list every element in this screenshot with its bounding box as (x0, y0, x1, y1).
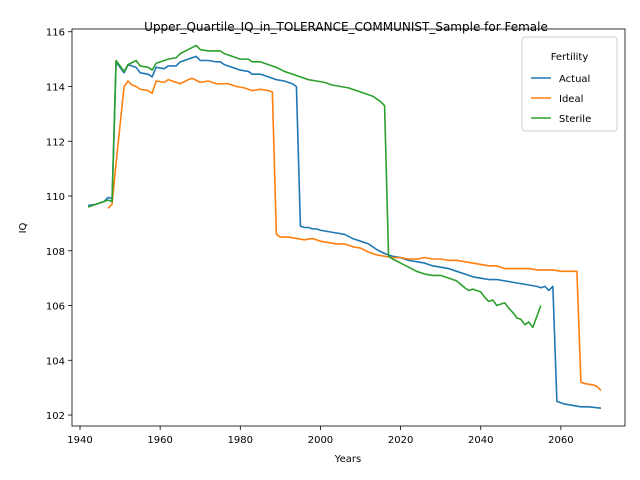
legend-label-ideal: Ideal (559, 94, 583, 105)
series-line-sterile (87, 44, 542, 329)
series-line-actual (87, 55, 602, 409)
y-tick-label: 108 (46, 247, 65, 258)
y-tick-label: 114 (46, 82, 65, 93)
x-axis: 1940 1960 1980 2000 2020 2040 2060 (67, 426, 574, 446)
x-tick-label: 2040 (468, 435, 493, 446)
x-tick-label: 2000 (308, 435, 333, 446)
legend-items: Actual Ideal Sterile (531, 74, 591, 125)
x-tick-label: 1980 (228, 435, 253, 446)
series-line-ideal (107, 77, 602, 391)
legend-label-sterile: Sterile (559, 114, 591, 125)
y-axis: 102 104 106 108 110 112 114 116 (46, 28, 72, 422)
y-tick-label: 110 (46, 192, 65, 203)
x-axis-title: Years (334, 454, 361, 465)
plot-frame (71, 28, 626, 427)
x-tick-label: 1960 (147, 435, 172, 446)
x-tick-label: 2020 (388, 435, 413, 446)
series-layer (87, 44, 602, 409)
legend: Fertility Actual Ideal Sterile (521, 36, 618, 132)
y-tick-label: 102 (46, 411, 65, 422)
y-tick-label: 104 (46, 356, 65, 367)
y-tick-label: 116 (46, 28, 65, 39)
x-tick-label: 2060 (548, 435, 573, 446)
legend-title: Fertility (551, 52, 589, 63)
legend-label-actual: Actual (559, 74, 590, 85)
y-tick-label: 106 (46, 302, 65, 313)
x-tick-label: 1940 (67, 435, 92, 446)
y-tick-label: 112 (46, 137, 65, 148)
legend-box (521, 36, 618, 132)
y-axis-title: IQ (18, 222, 29, 233)
chart-title: Upper_Quartile_IQ_in_TOLERANCE_COMMUNIST… (144, 20, 548, 34)
